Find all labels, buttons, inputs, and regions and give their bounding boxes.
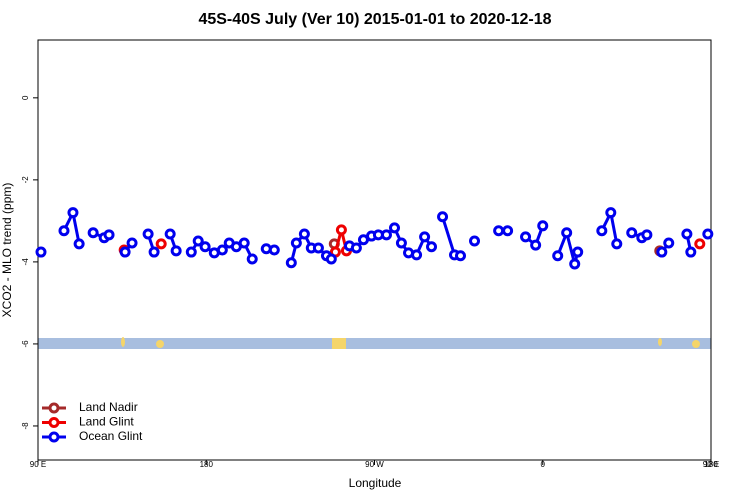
y-tick-label: 0	[21, 95, 30, 100]
data-point	[148, 246, 160, 258]
data-point	[395, 237, 407, 249]
data-point	[268, 244, 280, 256]
legend-marker	[48, 417, 60, 428]
data-point	[656, 246, 668, 258]
y-tick-label: -6	[21, 340, 30, 348]
legend-label: Land Nadir	[79, 400, 138, 414]
data-point	[216, 244, 228, 256]
data-point	[437, 211, 449, 223]
data-point	[605, 207, 617, 219]
data-point	[572, 246, 584, 258]
map-band	[38, 337, 711, 349]
data-point	[350, 242, 362, 254]
data-point	[103, 229, 115, 241]
data-point	[537, 220, 549, 232]
x-tick-label: 180	[200, 460, 214, 469]
data-point	[702, 228, 714, 240]
x-tick-label: 90 W	[365, 460, 384, 469]
legend-label: Ocean Glint	[79, 429, 143, 443]
data-point	[119, 246, 131, 258]
plot-frame	[37, 39, 712, 461]
land-patch	[658, 338, 662, 346]
data-point	[663, 237, 675, 249]
data-point	[611, 238, 623, 250]
data-point	[335, 224, 347, 236]
data-point	[170, 245, 182, 257]
land-patch	[156, 340, 164, 348]
data-point	[626, 227, 638, 239]
data-point	[411, 249, 423, 261]
x-tick-label: 180	[704, 460, 718, 469]
legend-marker	[48, 402, 60, 414]
data-point	[685, 246, 697, 258]
data-point	[312, 242, 324, 254]
data-point	[192, 235, 204, 247]
y-tick-label: -4	[21, 258, 30, 266]
data-point	[502, 225, 514, 237]
data-point	[552, 250, 564, 262]
data-point	[454, 250, 466, 262]
data-point	[73, 238, 85, 250]
data-point	[426, 241, 438, 253]
data-point	[596, 225, 608, 237]
data-point	[67, 207, 79, 219]
data-point	[530, 239, 542, 251]
data-point	[185, 246, 197, 258]
chart-title: 45S-40S July (Ver 10) 2015-01-01 to 2020…	[198, 11, 551, 28]
data-point	[164, 228, 176, 240]
data-point	[199, 241, 211, 253]
data-point	[298, 228, 310, 240]
data-point	[681, 228, 693, 240]
data-point	[58, 225, 70, 237]
data-point	[238, 237, 250, 249]
data-point	[641, 229, 653, 241]
y-tick-label: -2	[21, 176, 30, 184]
data-point	[380, 229, 392, 241]
y-tick-label: -8	[21, 422, 30, 430]
ocean-band	[38, 338, 711, 349]
data-point	[493, 225, 505, 237]
legend-marker	[48, 431, 60, 443]
data-point	[325, 253, 337, 265]
y-axis-label: XCO2 - MLO trend (ppm)	[0, 183, 14, 318]
land-patch	[692, 340, 700, 348]
data-point	[155, 238, 167, 250]
x-tick-label: 0	[541, 460, 546, 469]
x-tick-label: 90 E	[30, 460, 46, 469]
land-patch	[332, 338, 346, 349]
data-point	[142, 228, 154, 240]
data-point	[569, 258, 581, 270]
x-axis-label: Longitude	[349, 476, 402, 490]
legend-label: Land Glint	[79, 415, 134, 429]
data-point	[389, 222, 401, 234]
data-point	[419, 231, 431, 243]
data-point	[290, 237, 302, 249]
series-line	[556, 227, 580, 265]
data-point	[35, 246, 47, 258]
data-point	[694, 238, 706, 250]
series-line	[441, 216, 461, 258]
data-point	[469, 235, 481, 247]
data-point	[87, 227, 99, 239]
data-point	[246, 253, 258, 265]
land-patch	[121, 337, 125, 347]
data-point	[285, 257, 297, 269]
data-point	[520, 231, 532, 243]
data-point	[561, 227, 573, 239]
data-point	[126, 237, 138, 249]
